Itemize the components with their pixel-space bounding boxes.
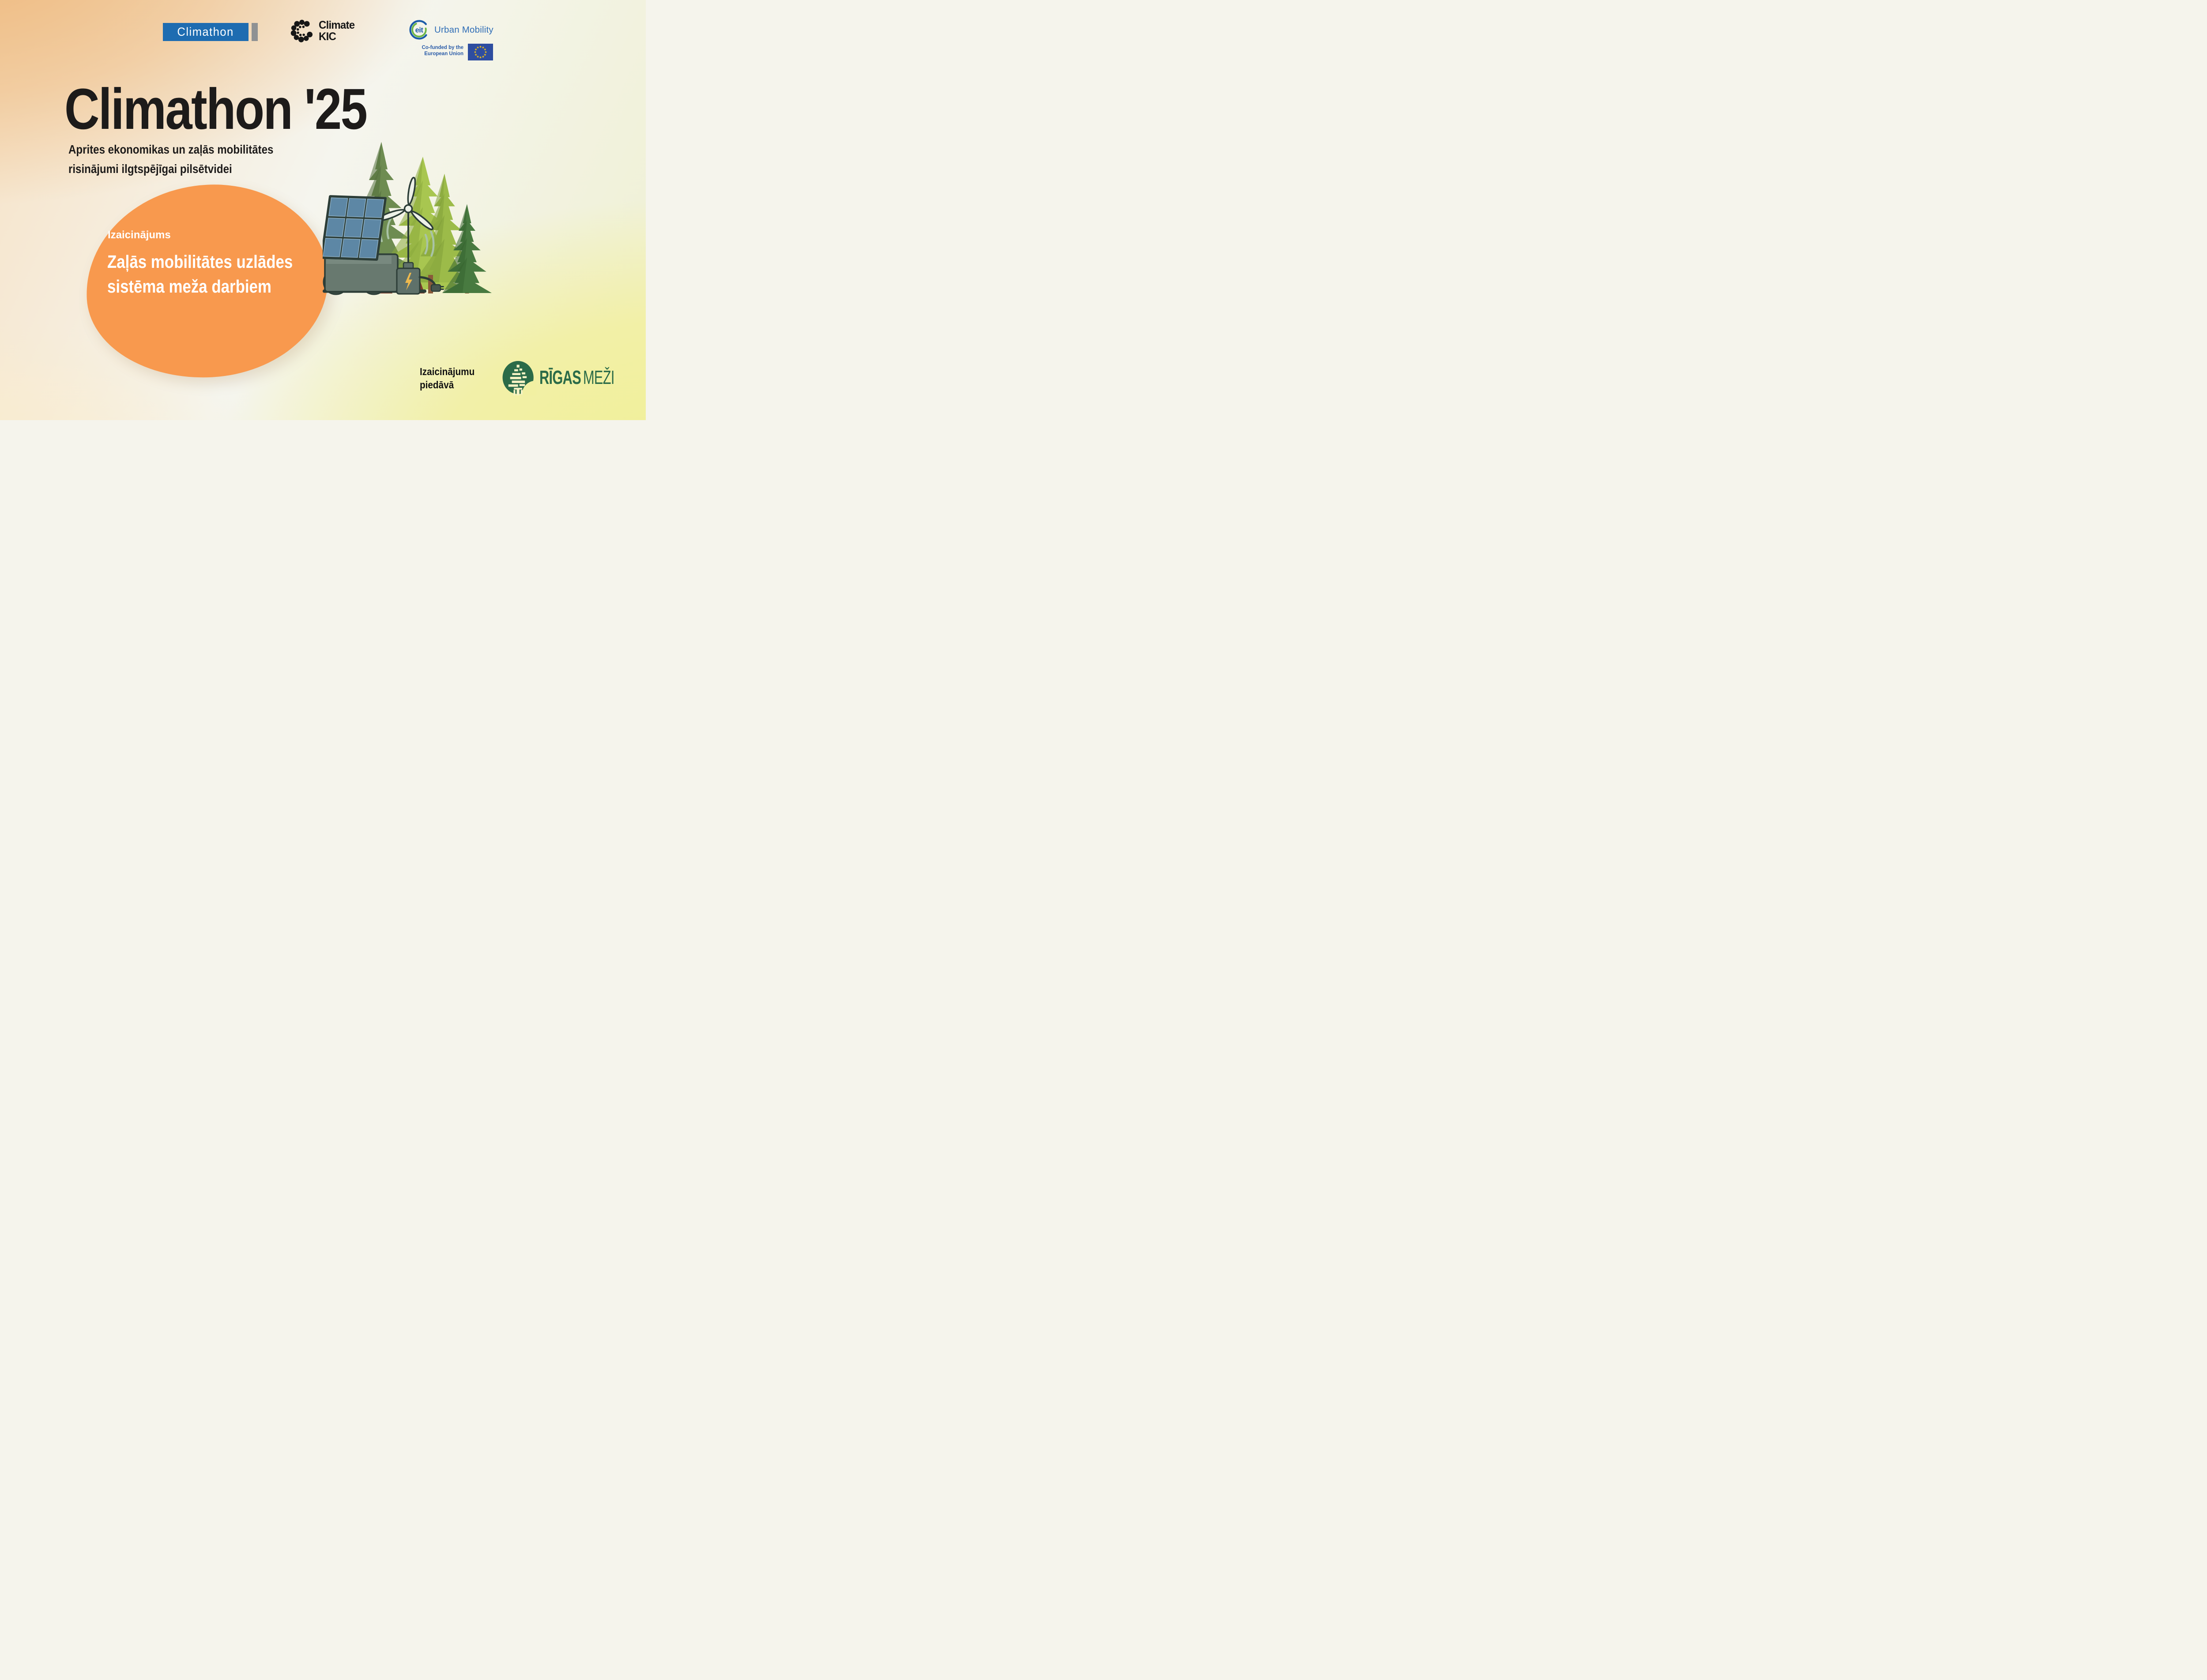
tree-trunk: [428, 275, 433, 293]
page-title: Climathon '25: [64, 79, 424, 139]
page-subtitle: Aprites ekonomikas un zaļās mobilitātes …: [68, 140, 307, 179]
eu-star-icon: [475, 53, 477, 56]
subtitle-line1: Aprites ekonomikas un zaļās mobilitātes: [68, 143, 274, 156]
wind-turbine-icon: [377, 177, 434, 267]
climate-kic-line1: Climate: [319, 19, 355, 31]
eu-star-icon: [484, 53, 486, 56]
rigas-mezi-part2: MEŽI: [583, 367, 614, 388]
rigas-mezi-icon: [502, 361, 536, 395]
event-poster: Climathon Climate KIC eit Urban Mobility…: [0, 0, 646, 420]
eu-star-icon: [484, 48, 486, 51]
climate-kic-icon: [290, 19, 313, 42]
eit-urban-mobility-logo: eit Urban Mobility: [409, 19, 493, 40]
rigas-mezi-wordmark: RĪGAS MEŽI: [539, 367, 646, 389]
lightning-bolt-icon: [405, 273, 412, 290]
challenge-title-line1: Zaļās mobilitātes uzlādes: [107, 252, 293, 272]
eit-acronym: eit: [415, 26, 424, 34]
eu-star-icon: [476, 46, 479, 49]
eu-star-icon: [482, 55, 485, 58]
subtitle-line2: risinājumi ilgtspējīgai pilsētvidei: [68, 162, 232, 176]
eu-star-icon: [475, 48, 477, 51]
eu-star-icon: [476, 55, 479, 58]
rigas-mezi-bar-tree: [508, 365, 527, 395]
rigas-mezi-part1: RĪGAS: [539, 367, 581, 388]
eit-ring-icon: eit: [409, 20, 429, 40]
eu-cofunded-line2: European Union: [424, 51, 463, 56]
climate-kic-wordmark: Climate KIC: [319, 19, 355, 43]
eu-star-icon: [474, 51, 477, 53]
eu-star-icon: [479, 45, 482, 48]
eu-cofunded-text: Co-funded by the European Union: [385, 45, 463, 57]
offered-by-line1: Izaicinājumu: [420, 366, 475, 377]
climate-kic-logo: Climate KIC: [290, 18, 356, 44]
climathon-logo-gray-bar: [252, 23, 258, 41]
forest-charging-illustration: [323, 142, 492, 295]
eu-star-icon: [479, 56, 482, 59]
challenge-title-line2: sistēma meža darbiem: [107, 276, 271, 297]
solar-panel-icon: [323, 195, 387, 261]
eu-star-icon: [484, 51, 487, 53]
climate-kic-line2: KIC: [319, 30, 336, 43]
page-title-text: Climathon '25: [64, 76, 368, 141]
challenge-title: Zaļās mobilitātes uzlādes sistēma meža d…: [107, 249, 325, 299]
plug-icon: [430, 284, 444, 292]
climathon-logo: Climathon: [163, 23, 249, 41]
eit-program-name: Urban Mobility: [434, 24, 493, 35]
offered-by-line2: piedāvā: [420, 379, 454, 391]
climathon-logo-label: Climathon: [177, 25, 234, 38]
solar-cart-icon: [323, 195, 426, 295]
offered-by-text: Izaicinājumu piedāvā: [420, 365, 481, 391]
battery-charger-icon: [396, 262, 444, 295]
challenge-label: Izaicinājums: [108, 229, 171, 241]
eu-flag-icon: [468, 44, 493, 60]
eu-cofunded-line1: Co-funded by the: [422, 45, 463, 50]
eu-star-icon: [482, 46, 485, 49]
